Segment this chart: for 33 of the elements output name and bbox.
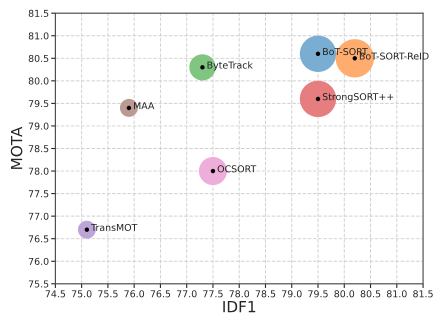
x-axis-title: IDF1 <box>223 301 256 312</box>
series-label: OCSORT <box>218 165 256 172</box>
y-tick-label: 79.5 <box>28 100 48 108</box>
x-tick-label: 75.0 <box>72 290 92 298</box>
x-tick-label: 80.0 <box>334 290 354 298</box>
x-tick-label: 74.5 <box>46 290 66 298</box>
x-tick-label: 78.5 <box>256 290 276 298</box>
x-tick-label: 78.0 <box>229 290 250 298</box>
series-label: MAA <box>134 102 154 110</box>
x-tick-label: 76.5 <box>150 290 170 298</box>
y-tick-label: 77.5 <box>28 190 48 198</box>
x-tick-label: 75.5 <box>98 290 118 298</box>
y-axis-title: MOTA <box>10 126 22 169</box>
y-tick-label: 76.5 <box>28 235 48 242</box>
x-tick-label: 79.5 <box>308 290 328 298</box>
x-tick-label: 77.5 <box>203 290 223 298</box>
y-tick-label: 80.5 <box>28 54 48 62</box>
y-tick-label: 81.5 <box>28 10 48 17</box>
y-tick-label: 78.0 <box>28 168 48 175</box>
y-tick-label: 77.0 <box>28 212 48 220</box>
y-tick-label: 78.5 <box>28 145 48 152</box>
x-tick-label: 77.0 <box>176 290 197 298</box>
y-tick-label: 81.0 <box>28 32 48 40</box>
y-tick-label: 80.0 <box>28 77 48 85</box>
y-tick-label: 76.0 <box>28 258 48 265</box>
y-tick-label: 75.5 <box>28 280 48 288</box>
x-tick-label: 81.0 <box>386 290 407 298</box>
series-label: TransMOT <box>91 224 138 232</box>
x-tick-label: 80.5 <box>360 290 380 298</box>
x-tick-label: 81.5 <box>413 290 433 298</box>
x-tick-label: 76.0 <box>124 290 144 298</box>
x-tick-label: 79.0 <box>282 290 302 298</box>
y-tick-label: 79.0 <box>28 122 48 130</box>
